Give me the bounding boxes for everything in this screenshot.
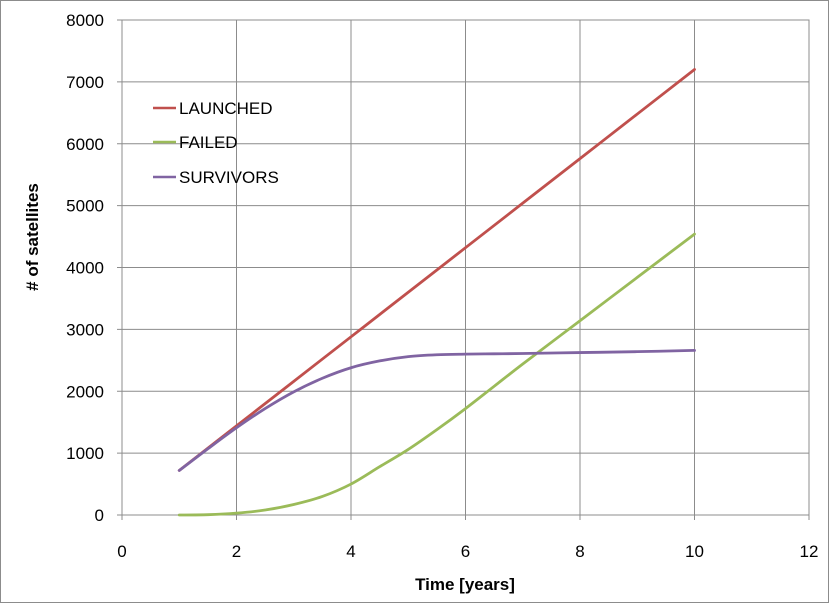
series-line-survivors [177,349,696,472]
x-tick-label: 0 [117,542,126,561]
x-tick-label: 12 [800,542,819,561]
gridlines [117,19,810,520]
y-tick-label: 7000 [66,73,104,92]
y-axis-title: # of satellites [23,183,42,291]
legend: LAUNCHED FAILED SURVIVORS [153,99,279,187]
legend-label-survivors: SURVIVORS [179,168,279,187]
y-tick-label: 3000 [66,320,104,339]
x-tick-label: 2 [232,542,241,561]
legend-label-launched: LAUNCHED [179,99,273,118]
plot-border [121,19,810,516]
y-tick-label: 4000 [66,259,104,278]
x-tick-label: 6 [461,542,470,561]
y-tick-label: 6000 [66,135,104,154]
x-tick-label: 10 [685,542,704,561]
x-tick-label: 4 [346,542,355,561]
x-axis-title: Time [years] [415,575,515,594]
y-tick-label: 5000 [66,197,104,216]
tick-labels: 0 2 4 6 8 10 12 0 1000 2000 3000 4000 5000 6000 7000 80… [66,11,818,561]
series-line-failed [177,232,696,517]
series-line-launched [177,68,696,472]
y-tick-label: 0 [95,506,104,525]
y-tick-label: 1000 [66,444,104,463]
x-tick-label: 8 [575,542,584,561]
y-tick-label: 2000 [66,382,104,401]
series-lines [177,68,696,517]
legend-label-failed: FAILED [179,133,238,152]
plot-area [121,19,810,516]
y-tick-label: 8000 [66,11,104,30]
